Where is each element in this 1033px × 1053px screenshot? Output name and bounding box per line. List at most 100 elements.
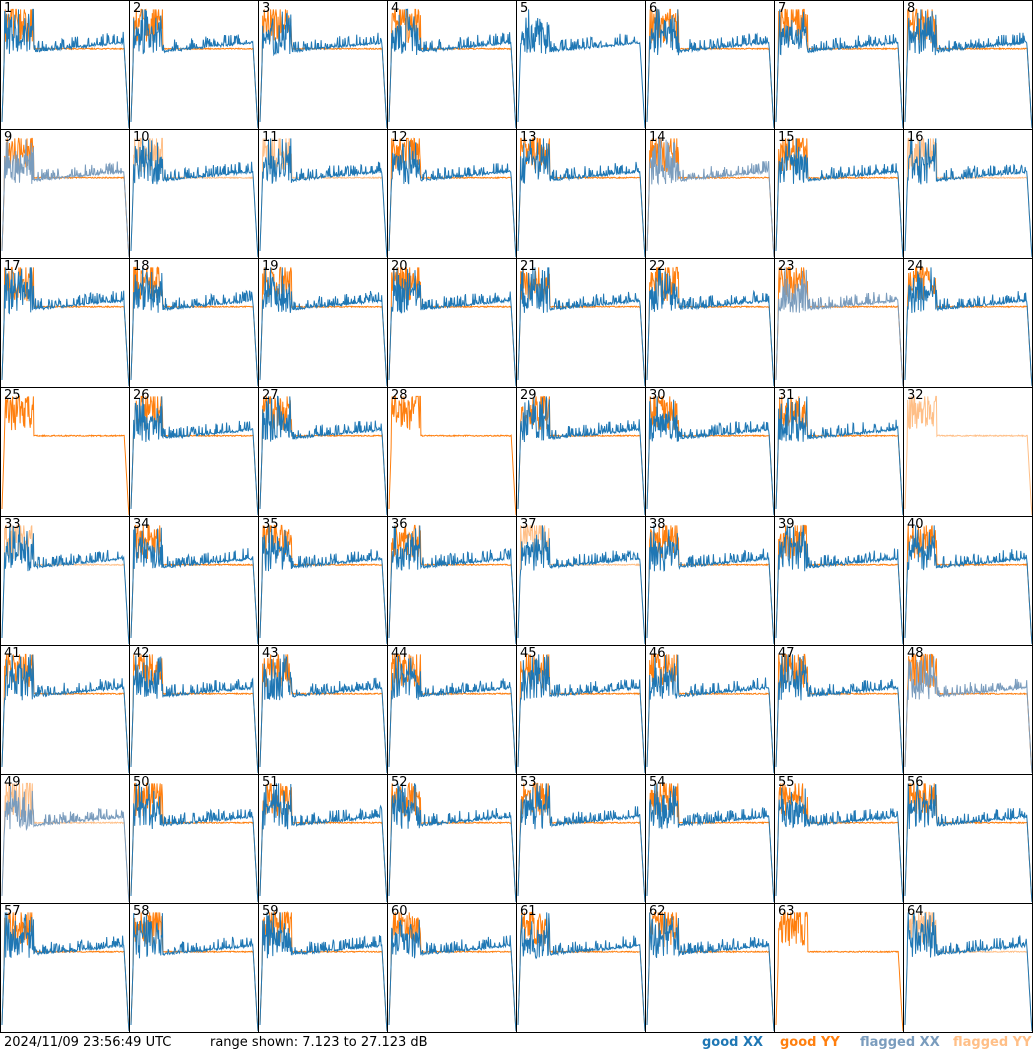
series-xx-61 <box>517 912 645 1032</box>
panel-54: 54 <box>645 774 775 904</box>
series-xx-4 <box>388 8 516 129</box>
panel-plot <box>646 653 774 774</box>
panel-18: 18 <box>129 258 259 388</box>
panel-plot <box>646 138 774 258</box>
panel-number: 6 <box>649 1 658 16</box>
panel-number: 12 <box>391 130 408 145</box>
panel-plot <box>259 783 387 903</box>
panel-plot <box>1 8 129 129</box>
series-xx-58 <box>130 913 258 1032</box>
series-xx-37 <box>517 525 645 645</box>
panel-plot <box>130 8 258 129</box>
panel-17: 17 <box>0 258 130 388</box>
panel-3: 3 <box>258 0 388 130</box>
panel-57: 57 <box>0 903 130 1033</box>
panel-number: 24 <box>907 259 924 274</box>
series-xx-3 <box>259 11 387 129</box>
panel-8: 8 <box>903 0 1033 130</box>
panel-number: 11 <box>262 130 279 145</box>
panel-33: 33 <box>0 516 130 646</box>
series-yy-3 <box>259 9 387 129</box>
series-xx-31 <box>775 396 903 516</box>
series-xx-8 <box>904 9 1032 129</box>
series-xx-42 <box>130 654 258 774</box>
panel-number: 34 <box>133 517 150 532</box>
panel-number: 45 <box>520 646 537 661</box>
panel-number: 8 <box>907 1 916 16</box>
panel-49: 49 <box>0 774 130 904</box>
panel-59: 59 <box>258 903 388 1033</box>
series-yy-55 <box>775 783 903 903</box>
panel-number: 44 <box>391 646 408 661</box>
series-yy-16 <box>904 137 1032 258</box>
panel-plot <box>775 911 903 1032</box>
panel-35: 35 <box>258 516 388 646</box>
panel-number: 59 <box>262 904 279 919</box>
series-xx-11 <box>259 138 387 258</box>
panel-39: 39 <box>774 516 904 646</box>
series-yy-63 <box>775 911 903 1032</box>
series-xx-35 <box>259 525 387 645</box>
series-xx-1 <box>1 8 129 129</box>
series-yy-40 <box>904 525 1032 645</box>
panel-19: 19 <box>258 258 388 388</box>
panel-number: 27 <box>262 388 279 403</box>
panel-plot <box>130 395 258 516</box>
legend-good-yy: good YY <box>780 1035 840 1050</box>
panel-plot <box>646 911 774 1032</box>
panel-number: 40 <box>907 517 924 532</box>
series-xx-41 <box>1 654 129 774</box>
panel-50: 50 <box>129 774 259 904</box>
panel-62: 62 <box>645 903 775 1033</box>
series-xx-33 <box>1 525 129 645</box>
panel-plot <box>130 137 258 258</box>
series-xx-48 <box>904 654 1032 774</box>
panel-47: 47 <box>774 645 904 775</box>
panel-number: 42 <box>133 646 150 661</box>
panel-plot <box>904 395 1032 516</box>
series-xx-36 <box>388 525 516 645</box>
timestamp: 2024/11/09 23:56:49 UTC <box>4 1035 172 1050</box>
series-xx-44 <box>388 655 516 774</box>
series-xx-20 <box>388 267 516 387</box>
series-xx-64 <box>904 912 1032 1032</box>
panel-34: 34 <box>129 516 259 646</box>
panel-61: 61 <box>516 903 646 1033</box>
panel-number: 19 <box>262 259 279 274</box>
series-xx-43 <box>259 654 387 774</box>
series-yy-7 <box>775 8 903 129</box>
series-yy-25 <box>1 395 129 516</box>
panel-plot <box>1 782 129 903</box>
panel-number: 50 <box>133 775 150 790</box>
panel-plot <box>259 524 387 645</box>
series-yy-50 <box>130 782 258 903</box>
series-xx-23 <box>775 267 903 387</box>
series-yy-36 <box>388 524 516 645</box>
panel-number: 1 <box>4 1 13 16</box>
panel-plot <box>904 911 1032 1032</box>
panel-number: 25 <box>4 388 21 403</box>
panel-number: 28 <box>391 388 408 403</box>
panel-plot <box>259 9 387 129</box>
panel-number: 22 <box>649 259 666 274</box>
series-xx-55 <box>775 787 903 903</box>
series-xx-22 <box>646 267 774 387</box>
panel-number: 5 <box>520 1 529 16</box>
series-xx-52 <box>388 783 516 903</box>
panel-11: 11 <box>258 129 388 259</box>
series-yy-54 <box>646 783 774 903</box>
panel-plot <box>1 653 129 774</box>
series-xx-15 <box>775 138 903 258</box>
panel-plot <box>388 137 516 258</box>
panel-plot <box>517 9 645 129</box>
panel-number: 31 <box>778 388 795 403</box>
panel-plot <box>646 525 774 645</box>
panel-53: 53 <box>516 774 646 904</box>
panel-number: 15 <box>778 130 795 145</box>
panel-63: 63 <box>774 903 904 1033</box>
panel-plot <box>388 267 516 387</box>
series-xx-18 <box>130 267 258 387</box>
series-yy-59 <box>259 910 387 1032</box>
panel-number: 2 <box>133 1 142 16</box>
